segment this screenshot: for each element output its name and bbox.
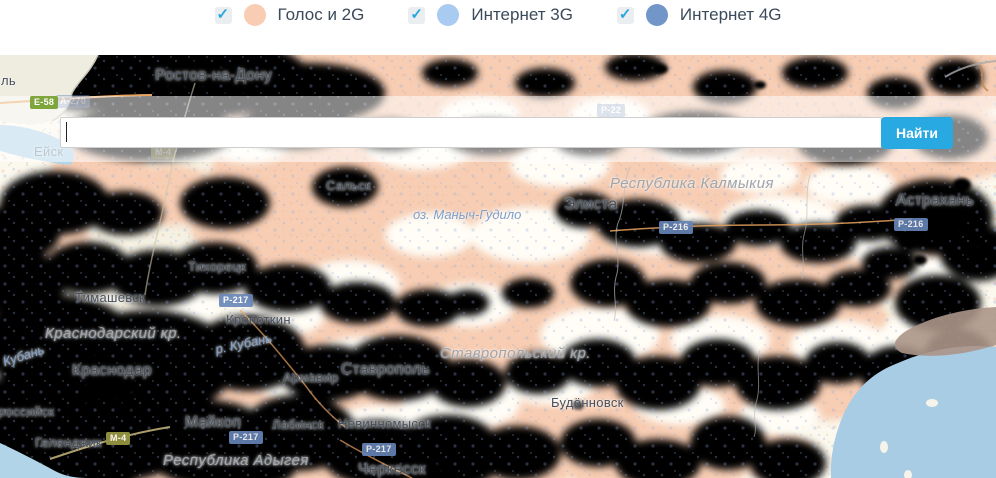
checkbox-3g[interactable]: ✓ bbox=[408, 5, 426, 24]
road-badge: Р-217 bbox=[219, 294, 253, 307]
city-label: Астрахань bbox=[896, 192, 974, 209]
legend-item-4g: ✓ Интернет 4G bbox=[616, 4, 782, 26]
city-label: Лабинск bbox=[272, 417, 324, 432]
legend-label-2g: Голос и 2G bbox=[277, 5, 365, 24]
search-button[interactable]: Найти bbox=[881, 117, 953, 149]
city-label: Новороссийск bbox=[0, 404, 55, 419]
checkmark-icon: ✓ bbox=[216, 5, 230, 23]
checkbox-2g[interactable]: ✓ bbox=[214, 5, 232, 24]
checkbox-4g[interactable]: ✓ bbox=[616, 5, 634, 24]
region-label: Краснодарский кр. bbox=[45, 325, 182, 342]
water-label: оз. Маныч-Гудило bbox=[413, 207, 522, 222]
road-badge: E-58 bbox=[30, 96, 59, 109]
road-badge: Р-216 bbox=[659, 221, 693, 234]
city-label: Тимашевск bbox=[75, 290, 146, 305]
city-label: Будённовск bbox=[551, 395, 624, 410]
road-badge: Р-217 bbox=[362, 443, 396, 456]
region-label: Республика Калмыкия bbox=[610, 175, 774, 192]
city-label: Геленджик bbox=[35, 435, 102, 450]
coverage-legend: ✓ Голос и 2G ✓ Интернет 3G ✓ Интернет 4G bbox=[0, 4, 996, 26]
city-label: Элиста bbox=[564, 196, 618, 213]
city-label: Краснодар bbox=[72, 362, 152, 379]
text-caret bbox=[66, 122, 67, 142]
legend-label-3g: Интернет 3G bbox=[471, 5, 573, 24]
checkmark-icon: ✓ bbox=[410, 5, 423, 23]
city-label: ль bbox=[1, 73, 16, 88]
city-label: Невинномысск bbox=[338, 416, 431, 431]
city-label: Тихорецк bbox=[188, 259, 247, 274]
city-label: Черкесск bbox=[358, 461, 426, 478]
city-label: Ставрополь bbox=[341, 361, 431, 378]
city-label: Майкоп bbox=[185, 414, 242, 431]
city-label: Кропоткин bbox=[226, 312, 291, 327]
city-label: Армавир bbox=[283, 370, 339, 385]
legend-label-4g: Интернет 4G bbox=[679, 5, 782, 24]
swatch-4g bbox=[645, 4, 668, 26]
city-label: Сальск bbox=[326, 178, 372, 193]
swatch-2g bbox=[243, 4, 266, 26]
legend-bar: ✓ Голос и 2G ✓ Интернет 3G ✓ Интернет 4G bbox=[0, 0, 996, 55]
road-badge: М-4 bbox=[106, 432, 131, 445]
road-badge: Р-216 bbox=[894, 218, 928, 231]
region-label: Республика Адыгея bbox=[163, 452, 309, 469]
search-input[interactable] bbox=[60, 117, 882, 148]
region-label: Ставропольский кр. bbox=[440, 345, 591, 362]
city-label: Ростов-на-Дону bbox=[155, 67, 273, 84]
checkmark-icon: ✓ bbox=[618, 5, 632, 23]
legend-item-2g: ✓ Голос и 2G bbox=[214, 4, 365, 26]
road-badge: Р-217 bbox=[229, 431, 263, 444]
swatch-3g bbox=[437, 4, 460, 26]
legend-item-3g: ✓ Интернет 3G bbox=[408, 4, 573, 26]
